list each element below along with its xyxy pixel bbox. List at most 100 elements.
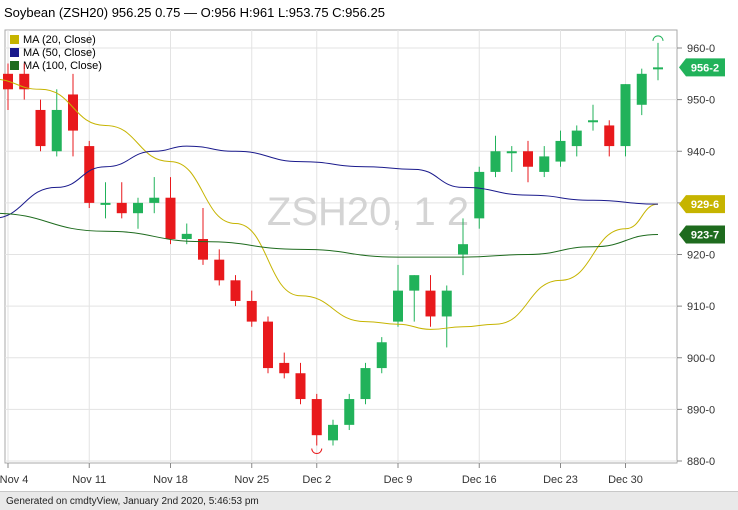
candle bbox=[555, 130, 566, 167]
price-change: 0.75 bbox=[155, 5, 180, 20]
candle-body bbox=[19, 73, 30, 90]
y-tick-label: 910-0 bbox=[687, 301, 715, 313]
grid-lines bbox=[5, 30, 677, 463]
candle bbox=[263, 316, 273, 374]
candle-body bbox=[636, 73, 647, 105]
candle bbox=[246, 290, 257, 327]
low-marker bbox=[311, 448, 323, 454]
candle bbox=[19, 63, 30, 100]
candle bbox=[230, 275, 241, 307]
candle bbox=[588, 104, 598, 131]
y-tick-label: 920-0 bbox=[687, 250, 715, 262]
candle bbox=[523, 140, 533, 183]
candle-body bbox=[246, 300, 257, 322]
candle bbox=[35, 99, 46, 152]
candle-body bbox=[474, 171, 485, 219]
candle-body bbox=[279, 362, 290, 374]
candle-body bbox=[68, 94, 78, 131]
x-tick-label: Nov 11 bbox=[72, 474, 106, 486]
candle-body bbox=[571, 130, 582, 147]
candle-body bbox=[653, 67, 663, 70]
chart-header: Soybean (ZSH20) 956.25 0.75 — O:956 H:96… bbox=[4, 5, 385, 20]
y-axis: 960-0950-0940-0930-0920-0910-0900-0890-0… bbox=[677, 43, 715, 468]
candle-body bbox=[311, 399, 322, 436]
candle-body bbox=[198, 239, 208, 260]
candle bbox=[116, 182, 127, 219]
candle bbox=[214, 249, 225, 286]
candle bbox=[149, 177, 160, 214]
candle-body bbox=[604, 125, 615, 147]
badge-shape bbox=[679, 58, 725, 77]
price-badge: 929-6 bbox=[679, 195, 725, 214]
candle-body bbox=[116, 202, 127, 214]
candle bbox=[360, 362, 371, 405]
candle bbox=[393, 264, 403, 327]
legend-label-ma50: MA (50, Close) bbox=[23, 47, 96, 59]
candle bbox=[295, 362, 306, 405]
candle bbox=[344, 393, 355, 431]
candle bbox=[328, 419, 338, 446]
ma100-line bbox=[0, 212, 659, 258]
candle-body bbox=[230, 280, 241, 301]
candle bbox=[490, 135, 501, 178]
candle bbox=[425, 275, 436, 327]
candle bbox=[458, 218, 468, 276]
candle-body bbox=[425, 290, 436, 317]
candle-body bbox=[523, 151, 533, 167]
candle bbox=[571, 125, 582, 157]
plot-area bbox=[4, 29, 678, 464]
badge-shape bbox=[679, 225, 725, 244]
candle bbox=[376, 337, 387, 374]
candle-body bbox=[263, 321, 273, 369]
price-badges: 956-2 929-6 923-7 bbox=[679, 58, 725, 244]
candle-body bbox=[620, 84, 631, 147]
candle-body bbox=[295, 373, 306, 400]
legend-label-ma100: MA (100, Close) bbox=[23, 60, 102, 72]
x-tick-label: Dec 16 bbox=[462, 474, 497, 486]
legend-label-ma20: MA (20, Close) bbox=[23, 34, 96, 46]
candle-body bbox=[393, 290, 403, 322]
badge-label: 956-2 bbox=[691, 62, 719, 74]
candle bbox=[51, 89, 62, 157]
candle-body bbox=[35, 109, 46, 147]
legend-swatch-ma100 bbox=[10, 61, 19, 70]
moving-averages-group bbox=[0, 78, 659, 330]
legend-swatch-ma20 bbox=[10, 35, 19, 44]
candle-body bbox=[84, 146, 95, 203]
ohlc-values: — O:956 H:961 L:953.75 C:956.25 bbox=[184, 5, 385, 20]
ma20-line bbox=[0, 78, 659, 330]
candle-body bbox=[441, 290, 452, 317]
y-tick-label: 890-0 bbox=[687, 404, 715, 416]
candle bbox=[441, 285, 452, 348]
x-tick-label: Dec 23 bbox=[543, 474, 578, 486]
candle bbox=[279, 352, 290, 379]
candle-body bbox=[506, 151, 517, 154]
price-badge: 923-7 bbox=[679, 225, 725, 244]
y-tick-label: 940-0 bbox=[687, 146, 715, 158]
x-tick-label: Nov 25 bbox=[234, 474, 269, 486]
candle-body bbox=[409, 275, 420, 291]
y-tick-label: 950-0 bbox=[687, 95, 715, 107]
price-badge: 956-2 bbox=[679, 58, 725, 77]
candle-body bbox=[328, 424, 338, 441]
candle bbox=[539, 146, 550, 178]
candle bbox=[604, 120, 615, 157]
candle-body bbox=[555, 140, 566, 162]
last-price: 956.25 bbox=[112, 5, 152, 20]
candle-body bbox=[376, 342, 387, 369]
y-tick-label: 960-0 bbox=[687, 43, 715, 55]
badge-shape bbox=[679, 195, 725, 214]
candle-body bbox=[51, 109, 62, 152]
candle bbox=[68, 73, 78, 157]
candle bbox=[133, 197, 143, 229]
x-tick-label: Nov 18 bbox=[153, 474, 188, 486]
x-tick-label: Dec 30 bbox=[608, 474, 643, 486]
candle-body bbox=[344, 399, 355, 425]
candle bbox=[409, 275, 420, 322]
x-tick-label: Nov 4 bbox=[0, 474, 28, 486]
high-marker bbox=[652, 35, 664, 41]
candle-body bbox=[214, 259, 225, 281]
candle-body bbox=[133, 202, 143, 214]
watermark: ZSH20, 1 2 bbox=[267, 190, 469, 234]
symbol-name: Soybean (ZSH20) bbox=[4, 5, 108, 20]
